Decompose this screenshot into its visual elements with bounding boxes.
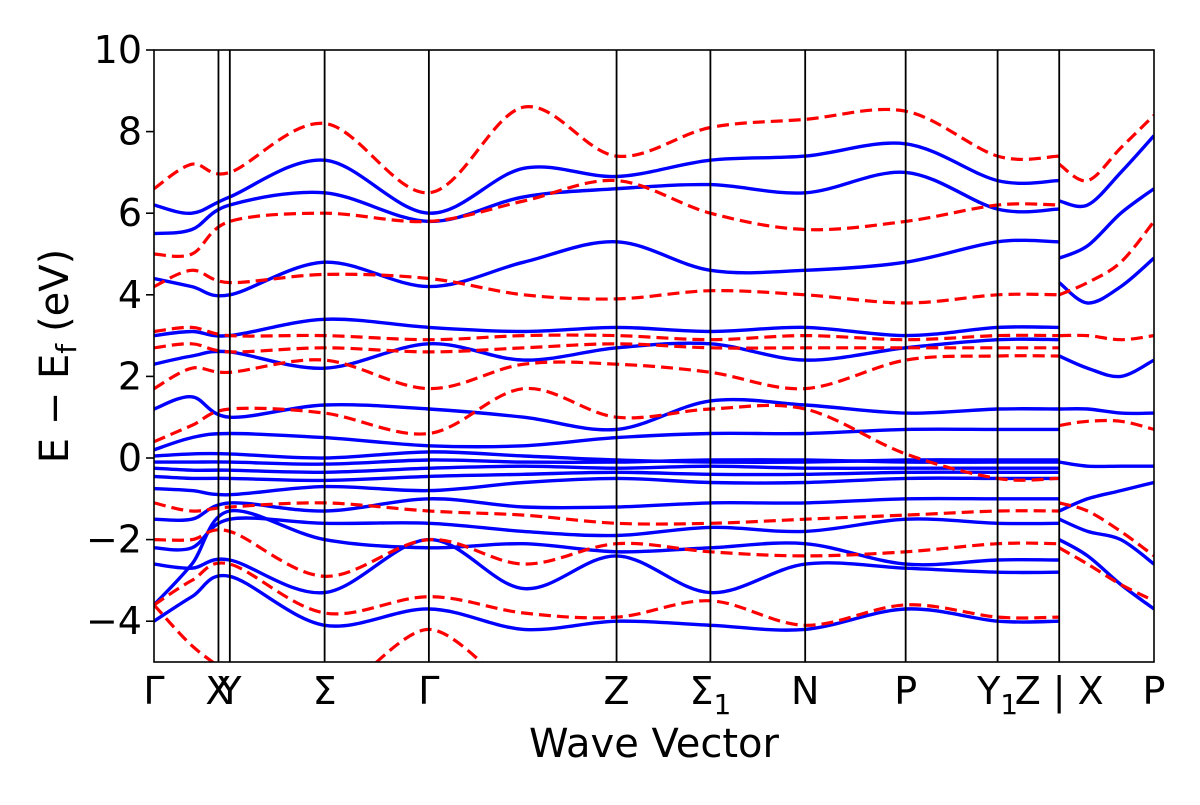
y-axis-title-subscript: f: [50, 343, 83, 354]
band-line-solid-23: [1058, 480, 1154, 513]
band-line-dashed-39: [1058, 220, 1154, 297]
x-axis-title: Wave Vector: [529, 721, 780, 767]
y-tick-label-1: −2: [86, 518, 142, 562]
x-tick-label-10: Z | X: [1015, 669, 1104, 714]
x-tick-label-1: X: [205, 669, 231, 713]
band-line-dashed-35: [154, 561, 1060, 627]
y-tick-label-4: 4: [118, 273, 142, 317]
x-tick-label-11: P: [1143, 669, 1166, 713]
y-tick-label-7: 10: [94, 28, 142, 72]
y-tick-label-3: 2: [118, 354, 142, 398]
kpoint-lines: [217, 50, 1061, 662]
y-tick-label-0: −4: [86, 599, 142, 643]
y-axis-title-unit: (eV): [32, 249, 78, 332]
x-tick-label-7: N: [791, 669, 819, 713]
x-tick-label-6: Σ1: [689, 669, 731, 721]
x-tick-label-2: Y: [217, 669, 242, 713]
x-tick-label-4: Γ: [418, 669, 439, 713]
band-line-solid-10: [154, 573, 1060, 632]
y-axis: −4 −2 0 2 4 6 8 10: [86, 28, 154, 643]
series-layer: [154, 105, 1154, 662]
band-line-solid-20: [1058, 354, 1154, 379]
band-line-solid-14: [154, 238, 1060, 298]
band-line-solid-11: [154, 395, 1060, 432]
band-line-dashed-32: [154, 386, 1060, 482]
x-tick-label-5: Z: [604, 669, 630, 713]
x-tick-label-8: P: [894, 669, 917, 713]
band-line-dashed-40: [1059, 333, 1154, 342]
band-line-solid-19: [1058, 256, 1154, 305]
band-line-dashed-43: [1058, 546, 1154, 603]
band-line-solid-24: [1058, 517, 1154, 566]
band-line-dashed-33: [154, 501, 1060, 526]
band-line-dashed-42: [1058, 501, 1154, 558]
band-line-solid-22: [1058, 460, 1154, 469]
band-line-solid-18: [1058, 187, 1154, 260]
band-line-solid-3: [154, 450, 1060, 465]
band-line-dashed-38: [1058, 114, 1154, 183]
y-axis-title: E − Ef (eV): [32, 249, 83, 464]
band-line-dashed-41: [1058, 418, 1154, 431]
band-line-solid-15: [154, 170, 1060, 236]
y-tick-label-5: 6: [118, 191, 142, 235]
band-line-solid-21: [1059, 407, 1154, 416]
band-line-dashed-31: [154, 354, 1060, 391]
band-line-dashed-36: [154, 603, 216, 662]
y-tick-label-6: 8: [118, 110, 142, 154]
band-line-solid-17: [1058, 134, 1154, 209]
plot-frame: [153, 49, 1155, 663]
y-tick-label-2: 0: [118, 436, 142, 480]
band-line-dashed-29: [154, 325, 1060, 342]
band-line-solid-25: [1058, 538, 1154, 611]
x-tick-label-0: Γ: [143, 669, 164, 713]
x-tick-label-3: Σ: [313, 669, 337, 713]
band-line-solid-5: [154, 427, 1060, 452]
band-line-dashed-28: [154, 268, 1060, 305]
band-line-solid-13: [154, 317, 1060, 338]
y-axis-title-main: E − E: [32, 354, 78, 464]
x-tick-label-9: Y1: [976, 669, 1018, 721]
band-line-dashed-30: [154, 342, 1060, 354]
